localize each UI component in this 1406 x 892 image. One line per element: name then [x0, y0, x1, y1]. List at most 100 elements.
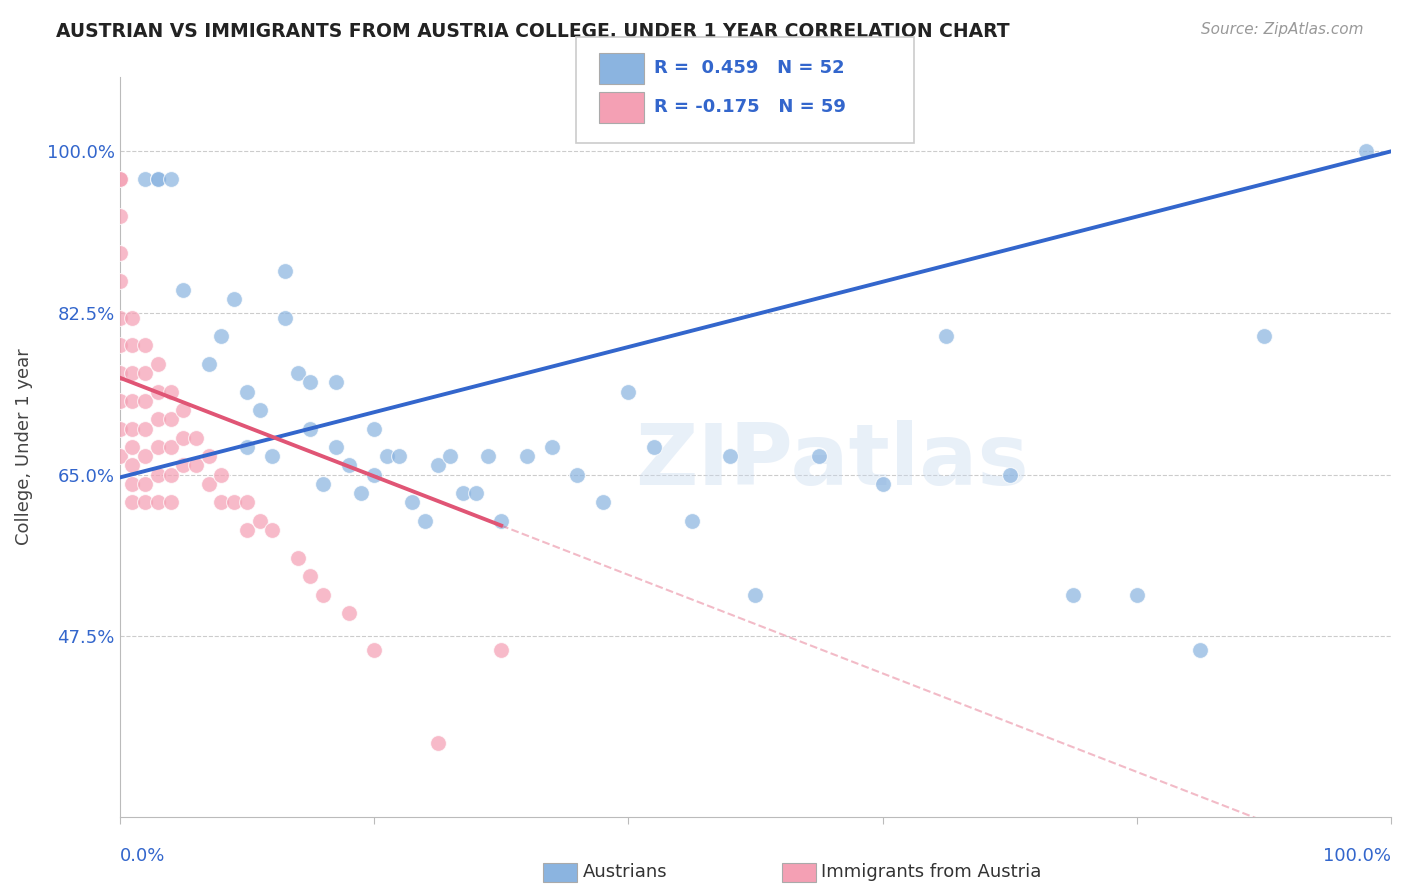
- Point: [108, 366, 131, 380]
- Point: [1354, 145, 1376, 159]
- Point: [439, 449, 461, 463]
- Point: [236, 384, 259, 399]
- Point: [121, 393, 143, 408]
- Point: [108, 172, 131, 186]
- Point: [108, 209, 131, 223]
- Point: [134, 338, 156, 352]
- Point: [121, 495, 143, 509]
- Point: [299, 376, 322, 390]
- Point: [1062, 588, 1084, 602]
- Text: R =  0.459   N = 52: R = 0.459 N = 52: [654, 59, 845, 78]
- Point: [516, 449, 538, 463]
- Point: [998, 467, 1021, 482]
- Point: [249, 403, 271, 417]
- Point: [236, 495, 259, 509]
- Point: [108, 172, 131, 186]
- Point: [134, 477, 156, 491]
- Point: [172, 283, 194, 297]
- Point: [108, 274, 131, 288]
- Point: [872, 477, 894, 491]
- Point: [388, 449, 411, 463]
- Point: [121, 458, 143, 473]
- Point: [617, 384, 640, 399]
- Point: [464, 486, 486, 500]
- Point: [643, 440, 665, 454]
- Point: [146, 440, 169, 454]
- Point: [134, 421, 156, 435]
- Point: [197, 357, 219, 371]
- Point: [337, 607, 360, 621]
- Point: [134, 172, 156, 186]
- Point: [681, 514, 703, 528]
- Text: Austrians: Austrians: [582, 863, 666, 881]
- Text: R = -0.175   N = 59: R = -0.175 N = 59: [654, 98, 845, 117]
- Point: [325, 376, 347, 390]
- Point: [146, 357, 169, 371]
- Point: [718, 449, 741, 463]
- Point: [274, 264, 297, 278]
- Point: [159, 467, 181, 482]
- Point: [159, 440, 181, 454]
- Point: [287, 366, 309, 380]
- Point: [262, 449, 284, 463]
- Point: [159, 384, 181, 399]
- Point: [121, 477, 143, 491]
- Point: [121, 366, 143, 380]
- Point: [172, 458, 194, 473]
- Point: [134, 366, 156, 380]
- Point: [172, 403, 194, 417]
- Point: [401, 495, 423, 509]
- Point: [541, 440, 564, 454]
- Point: [146, 467, 169, 482]
- Point: [477, 449, 499, 463]
- Point: [337, 458, 360, 473]
- Point: [451, 486, 474, 500]
- Point: [426, 458, 449, 473]
- Point: [211, 329, 233, 343]
- Point: [134, 495, 156, 509]
- Point: [312, 588, 335, 602]
- Point: [262, 523, 284, 537]
- Point: [108, 421, 131, 435]
- Point: [108, 338, 131, 352]
- Point: [489, 514, 512, 528]
- Point: [184, 458, 207, 473]
- Point: [363, 421, 385, 435]
- Point: [211, 495, 233, 509]
- Point: [249, 514, 271, 528]
- Point: [1253, 329, 1275, 343]
- Point: [363, 643, 385, 657]
- Point: [592, 495, 614, 509]
- Point: [159, 412, 181, 426]
- Point: [744, 588, 766, 602]
- Point: [197, 477, 219, 491]
- Point: [121, 440, 143, 454]
- Point: [224, 495, 246, 509]
- Point: [146, 495, 169, 509]
- Point: [413, 514, 436, 528]
- Point: [236, 523, 259, 537]
- Point: [159, 495, 181, 509]
- Point: [363, 467, 385, 482]
- Text: 0.0%: 0.0%: [120, 847, 165, 865]
- Point: [134, 393, 156, 408]
- Point: [1125, 588, 1147, 602]
- Point: [312, 477, 335, 491]
- Point: [108, 246, 131, 260]
- Point: [350, 486, 373, 500]
- Point: [426, 736, 449, 750]
- Point: [146, 172, 169, 186]
- Text: AUSTRIAN VS IMMIGRANTS FROM AUSTRIA COLLEGE, UNDER 1 YEAR CORRELATION CHART: AUSTRIAN VS IMMIGRANTS FROM AUSTRIA COLL…: [56, 22, 1010, 41]
- Point: [325, 440, 347, 454]
- Text: ZIPatlas: ZIPatlas: [634, 420, 1029, 503]
- Point: [224, 292, 246, 306]
- Point: [375, 449, 398, 463]
- Point: [1189, 643, 1212, 657]
- Text: Immigrants from Austria: Immigrants from Austria: [821, 863, 1042, 881]
- Point: [287, 550, 309, 565]
- Point: [159, 172, 181, 186]
- Text: 100.0%: 100.0%: [1323, 847, 1391, 865]
- Point: [146, 172, 169, 186]
- Point: [807, 449, 830, 463]
- Point: [567, 467, 589, 482]
